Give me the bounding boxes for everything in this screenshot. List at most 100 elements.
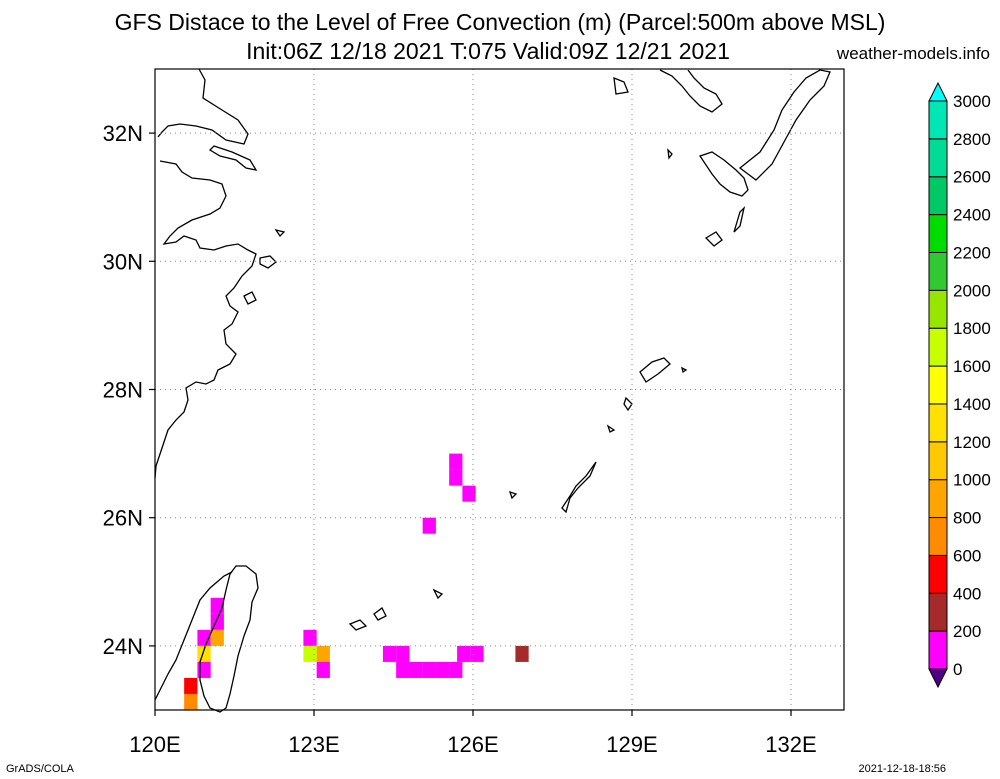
colorbar-segment [928,479,948,519]
data-cell [303,645,317,662]
x-tick-label: 120E [129,732,180,757]
coastline-island [373,607,387,621]
colorbar: 0 200 400 600 800 1000 1200 1400 1600 1800 2000 220… [928,81,991,689]
y-tick-label: 30N [103,249,143,274]
data-cells [184,453,529,710]
coastline-island [259,255,277,269]
data-cell [409,661,423,678]
y-tick-label: 32N [103,121,143,146]
data-cell [184,677,198,694]
colorbar-segment [928,554,948,594]
data-cell [462,485,476,502]
data-cell [197,661,211,678]
coastline-china [154,68,257,479]
colorbar-segment [928,176,948,216]
grid [154,69,844,710]
colorbar-label: 1000 [953,471,991,490]
colorbar-segment [928,138,948,178]
coastline-kyushu [698,151,749,197]
data-cell [316,661,330,678]
colorbar-segment [928,251,948,291]
coastline-shikoku [738,69,831,181]
colorbar-label: 2200 [953,243,991,262]
data-cell [449,469,463,486]
colorbar-label: 1400 [953,395,991,414]
coastline-island [508,490,518,500]
data-cell [422,517,436,534]
data-cell [435,661,450,678]
colorbar-arrow-low [928,668,948,689]
colorbar-label: 2600 [953,168,991,187]
x-tick-label: 132E [765,732,816,757]
data-cell [449,661,463,678]
coastline-island [681,366,688,374]
colorbar-label: 0 [953,660,962,679]
coastline-island [704,231,723,247]
coastline-island [432,588,444,600]
colorbar-arrow-high [928,81,948,102]
data-cell [184,693,198,710]
chart-title: GFS Distace to the Level of Free Convect… [114,9,886,35]
data-cell [396,645,410,662]
coastline-korea-islands [613,76,629,95]
coastline-amami [639,357,671,383]
x-tick-label: 123E [288,732,339,757]
coastline-okinawa [561,461,597,514]
coastline-island [606,424,616,433]
y-tick-label: 24N [103,634,143,659]
colorbar-label: 200 [953,622,981,641]
coastline-japan [659,69,723,113]
data-cell [422,661,436,678]
coastline-island [623,396,633,412]
coastline-island [274,228,286,238]
timestamp-label: 2021-12-18-18:56 [858,763,946,775]
data-cell [470,645,484,662]
coastline [154,68,831,713]
colorbar-segment [928,441,948,481]
colorbar-label: 2000 [953,281,991,300]
data-cell [382,645,397,662]
colorbar-label: 600 [953,546,981,565]
site-label: weather-models.info [836,44,990,63]
colorbar-label: 1200 [953,433,991,452]
coastline-island [243,291,257,305]
x-tick-label: 126E [447,732,498,757]
coastline-island [348,619,368,631]
colorbar-segment [928,365,948,405]
coastline-estuary [208,145,258,171]
colorbar-segment [928,214,948,253]
data-cell [457,645,471,662]
coastline-island [733,205,746,233]
colorbar-label: 1800 [953,319,991,338]
colorbar-segment [928,592,948,632]
colorbar-segment [928,403,948,443]
colorbar-label: 2800 [953,130,991,149]
data-cell [316,645,330,662]
coastline-china-sw [154,571,233,701]
data-cell [396,661,410,678]
data-cell [515,645,529,662]
axis-ticks: 120E 123E 126E 129E 132E 24N 26N 28N 30N 32N [103,121,817,757]
data-cell [303,629,317,646]
colorbar-label: 2400 [953,206,991,225]
y-tick-label: 28N [103,378,143,403]
data-cell [210,629,224,646]
colorbar-segment [928,517,948,556]
colorbar-segment [928,289,948,329]
coastline-island [667,148,673,160]
colorbar-segment [928,327,948,367]
y-tick-label: 26N [103,506,143,531]
colorbar-segment [928,630,948,670]
coastline-taiwan [199,565,259,713]
colorbar-label: 400 [953,584,981,603]
credit-label: GrADS/COLA [6,763,74,775]
colorbar-label: 1600 [953,357,991,376]
chart-subtitle: Init:06Z 12/18 2021 T:075 Valid:09Z 12/2… [246,38,730,64]
colorbar-segment [928,100,948,140]
data-cell [449,453,463,470]
x-tick-label: 129E [606,732,657,757]
colorbar-label: 800 [953,509,981,528]
colorbar-label: 3000 [953,92,991,111]
